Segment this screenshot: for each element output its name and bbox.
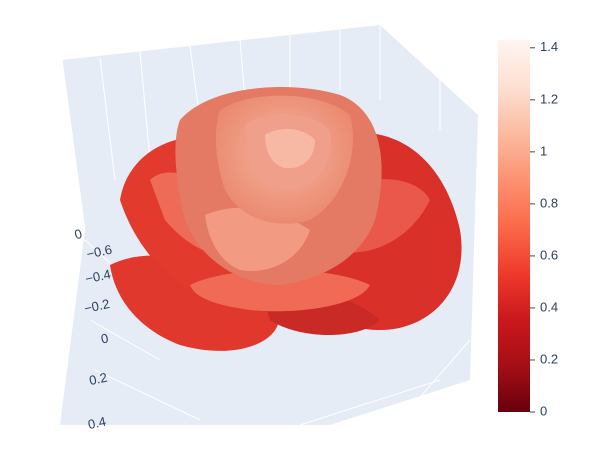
colorbar-tick-label: 1	[540, 143, 547, 158]
y-tick-label: −0.2	[83, 296, 111, 316]
y-tick-label: 0	[100, 330, 110, 346]
colorbar-tick-label: 1.2	[540, 91, 558, 106]
y-tick-label: −0.6	[85, 242, 113, 262]
colorbar-tick-label: 0.6	[540, 247, 558, 262]
colorbar-tick-label: 0.2	[540, 351, 558, 366]
y-tick-label: −0.4	[84, 266, 112, 286]
colorbar-tick-label: 0.8	[540, 195, 558, 210]
y-tick-label: 0.2	[88, 370, 109, 388]
rose-surface	[110, 87, 462, 351]
colorbar-tick-label: 0	[540, 403, 547, 418]
z-tick-label: 0	[73, 226, 84, 242]
y-tick-label: 0.4	[87, 414, 108, 432]
colorbar-tick-label: 1.4	[540, 39, 558, 54]
colorbar-tick-label: 0.4	[540, 299, 558, 314]
colorbar	[498, 40, 530, 412]
